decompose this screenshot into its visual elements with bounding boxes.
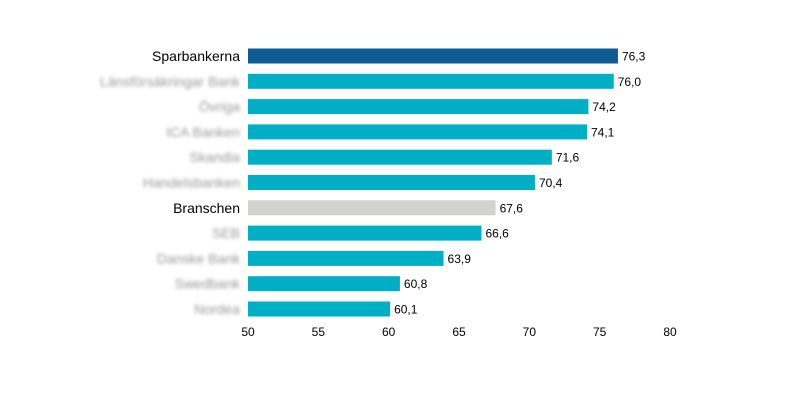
value-label: 67,6	[500, 201, 524, 215]
value-label: 60,1	[394, 303, 418, 317]
category-label: Länsförsäkringar Bank	[100, 73, 241, 89]
bar	[248, 250, 444, 266]
x-tick-label: 75	[593, 325, 607, 339]
value-label: 60,8	[404, 277, 428, 291]
x-tick-label: 60	[382, 325, 396, 339]
bar	[248, 276, 400, 292]
category-label: Swedbank	[175, 276, 241, 292]
value-label: 74,2	[592, 100, 616, 114]
value-label: 74,1	[591, 125, 615, 139]
bar	[248, 99, 589, 115]
bar	[248, 200, 496, 216]
x-tick-label: 55	[312, 325, 326, 339]
category-label: Skandia	[189, 149, 240, 165]
category-label: Övriga	[199, 98, 240, 115]
bar	[248, 225, 482, 241]
value-label: 76,0	[618, 75, 642, 89]
x-tick-label: 70	[523, 325, 537, 339]
value-label: 76,3	[622, 50, 646, 64]
x-axis-ticks: 50 55 60 65 70 75 80	[241, 325, 677, 339]
category-label: Danske Bank	[157, 250, 241, 266]
bar	[248, 149, 552, 165]
x-tick-label: 65	[452, 325, 466, 339]
bars-layer	[248, 48, 618, 317]
category-label: Nordea	[194, 301, 240, 317]
bar	[248, 48, 618, 64]
value-label: 63,9	[448, 252, 472, 266]
value-label: 70,4	[539, 176, 563, 190]
bar	[248, 124, 588, 140]
category-label: Branschen	[173, 200, 240, 216]
x-tick-label: 50	[241, 325, 255, 339]
value-label: 71,6	[556, 151, 580, 165]
category-label: Handelsbanken	[143, 175, 240, 191]
bar	[248, 301, 391, 317]
bar	[248, 175, 535, 190]
bar	[248, 73, 614, 89]
category-labels: Sparbankerna Länsförsäkringar Bank Övriga I…	[100, 48, 241, 317]
x-tick-label: 80	[663, 325, 677, 339]
category-label: Sparbankerna	[152, 48, 240, 64]
category-label: SEB	[212, 225, 240, 241]
value-label: 66,6	[486, 227, 510, 241]
value-labels: 76,3 76,074,2 74,1 71,6 70,4 67,6 66,6 63,9 60,8…	[394, 50, 646, 317]
category-label: ICA Banken	[166, 124, 240, 140]
